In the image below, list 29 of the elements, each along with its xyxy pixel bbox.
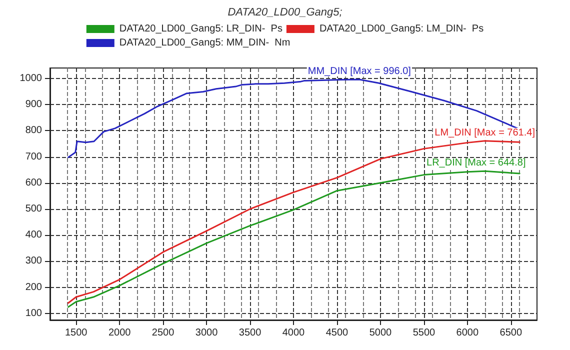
y-tick-label: 400	[25, 230, 42, 241]
annotation: MM_DIN [Max = 996.0]	[308, 66, 412, 77]
annotation: LM_DIN [Max = 761.4]	[434, 127, 536, 138]
line-series	[68, 170, 520, 308]
x-tick-label: 5000	[369, 328, 392, 338]
legend-label: DATA20_LD00_Gang5: LM_DIN- Ps	[319, 24, 484, 34]
y-tick-label: 700	[25, 151, 42, 162]
x-tick-label: 6000	[456, 328, 479, 338]
y-tick-label: 900	[25, 99, 42, 110]
annotation: LR_DIN [Max = 644.8]	[426, 158, 526, 169]
x-tick-label: 3500	[238, 328, 262, 338]
y-tick-label: 100	[25, 308, 42, 319]
x-tick-label: 4500	[326, 328, 349, 338]
y-tick-label: 1000	[20, 72, 42, 84]
x-tick-label: 6500	[500, 328, 522, 338]
legend-label: DATA20_LD00_Gang5: LR_DIN- Ps	[119, 24, 282, 34]
x-tick-label: 2000	[108, 328, 132, 338]
y-tick-label: 800	[25, 125, 42, 136]
y-tick-label: 200	[25, 282, 42, 293]
x-tick-label: 2500	[152, 328, 175, 338]
x-tick-label: 4000	[282, 328, 306, 338]
x-tick-label: 3000	[195, 328, 218, 338]
y-tick-label: 600	[25, 177, 42, 188]
y-tick-label: 500	[25, 204, 42, 215]
chart-title: DATA20_LD00_Gang5;	[228, 6, 342, 18]
x-tick-label: 1500	[64, 328, 88, 338]
x-tick-label: 5500	[412, 328, 436, 338]
y-tick-label: 300	[25, 256, 42, 267]
legend-label: DATA20_LD00_Gang5: MM_DIN- Nm	[119, 38, 290, 48]
